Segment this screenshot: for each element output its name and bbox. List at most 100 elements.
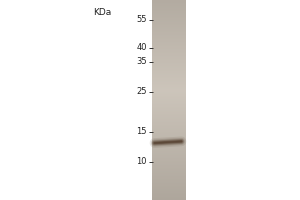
Bar — [152, 180, 186, 181]
Text: 25: 25 — [136, 88, 147, 97]
Bar — [152, 160, 186, 161]
Bar — [152, 105, 186, 106]
Bar — [152, 3, 186, 4]
Bar — [152, 104, 186, 105]
Text: 40: 40 — [136, 44, 147, 52]
Bar — [152, 70, 186, 71]
Bar — [152, 31, 186, 32]
Bar — [152, 86, 186, 87]
Bar — [152, 69, 186, 70]
Bar — [152, 66, 186, 67]
Bar — [152, 87, 186, 88]
Bar — [152, 46, 186, 47]
Bar — [152, 125, 186, 126]
Bar — [152, 74, 186, 75]
Bar — [152, 23, 186, 24]
Bar — [152, 182, 186, 183]
Bar — [152, 108, 186, 109]
Bar — [152, 188, 186, 189]
Bar — [152, 106, 186, 107]
Bar — [152, 73, 186, 74]
Bar — [152, 145, 186, 146]
Bar — [152, 136, 186, 137]
Bar — [152, 4, 186, 5]
Bar — [152, 49, 186, 50]
Bar — [152, 20, 186, 21]
Bar — [152, 170, 186, 171]
Bar — [152, 29, 186, 30]
Bar — [152, 192, 186, 193]
Bar — [152, 36, 186, 37]
Bar — [152, 43, 186, 44]
Bar — [152, 110, 186, 111]
Bar — [152, 32, 186, 33]
Bar — [152, 137, 186, 138]
Bar — [152, 11, 186, 12]
Bar — [152, 199, 186, 200]
Bar — [152, 1, 186, 2]
Bar — [152, 165, 186, 166]
Bar — [152, 177, 186, 178]
Bar — [152, 98, 186, 99]
Bar — [152, 181, 186, 182]
Bar — [152, 115, 186, 116]
Bar — [152, 133, 186, 134]
Bar — [152, 143, 186, 144]
Text: 10: 10 — [136, 158, 147, 166]
Bar — [152, 144, 186, 145]
Bar — [152, 141, 186, 142]
Bar — [152, 59, 186, 60]
Bar — [152, 62, 186, 63]
Bar — [152, 48, 186, 49]
Bar — [152, 100, 186, 101]
Bar — [152, 197, 186, 198]
Bar — [152, 92, 186, 93]
Bar — [152, 130, 186, 131]
Bar — [152, 186, 186, 187]
Bar — [152, 140, 186, 141]
Bar — [152, 191, 186, 192]
Bar — [152, 171, 186, 172]
Bar — [152, 118, 186, 119]
Bar — [152, 153, 186, 154]
Bar — [152, 127, 186, 128]
Bar — [152, 19, 186, 20]
Bar — [152, 148, 186, 149]
Bar — [152, 95, 186, 96]
Bar — [152, 83, 186, 84]
Bar — [152, 38, 186, 39]
Bar — [152, 16, 186, 17]
Bar — [152, 90, 186, 91]
Bar — [152, 147, 186, 148]
Bar — [152, 190, 186, 191]
Bar — [152, 85, 186, 86]
Bar — [152, 65, 186, 66]
Bar — [152, 54, 186, 55]
Text: 35: 35 — [136, 58, 147, 66]
Bar — [152, 129, 186, 130]
Bar — [152, 67, 186, 68]
Bar — [152, 195, 186, 196]
Bar — [152, 169, 186, 170]
Bar — [152, 198, 186, 199]
Bar — [152, 173, 186, 174]
Bar — [152, 47, 186, 48]
Bar — [152, 111, 186, 112]
Bar — [152, 196, 186, 197]
Text: 55: 55 — [136, 16, 147, 24]
Bar — [152, 8, 186, 9]
Bar — [152, 78, 186, 79]
Bar — [152, 175, 186, 176]
Bar — [152, 81, 186, 82]
Text: 15: 15 — [136, 128, 147, 136]
Bar — [152, 63, 186, 64]
Bar — [152, 134, 186, 135]
Bar — [152, 94, 186, 95]
Bar — [152, 35, 186, 36]
Bar — [152, 135, 186, 136]
Bar — [152, 96, 186, 97]
Bar — [152, 151, 186, 152]
Bar — [152, 42, 186, 43]
Bar — [152, 37, 186, 38]
Bar — [152, 79, 186, 80]
